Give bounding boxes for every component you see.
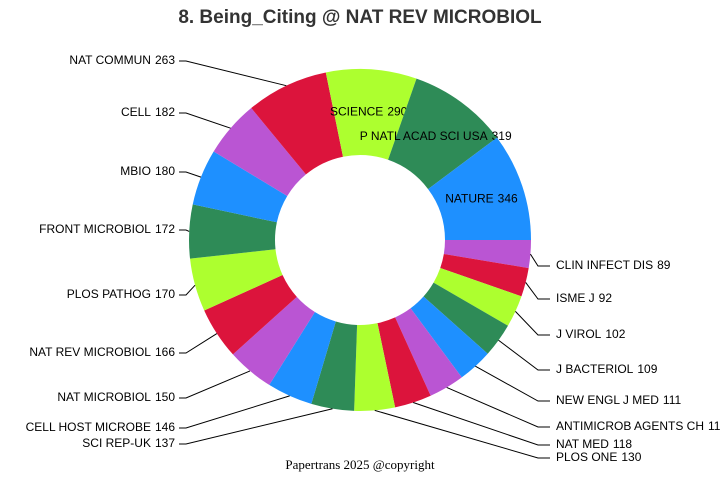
slice-name: J VIROL [556,327,602,341]
slice-name: FRONT MICROBIOL [39,222,151,236]
leader-line [374,409,550,459]
donut-slice [190,249,283,311]
slice-value: 346 [498,192,518,206]
donut-slice [189,204,277,259]
chart-title: 8. Being_Citing @ NAT REV MICROBIOL [178,7,542,28]
donut-slice [251,72,344,175]
slice-label: PLOS PATHOG 170 [67,287,176,301]
slice-name: CLIN INFECT DIS [556,258,653,272]
donut-slice [440,253,529,297]
slice-label: ISME J 92 [556,291,612,305]
donut-slice [443,240,531,269]
leader-line [475,365,550,402]
leader-line [179,395,290,429]
slice-name: PLOS PATHOG [67,287,151,301]
slice-name: MBIO [120,164,151,178]
donut-slice [192,151,288,223]
leader-line [446,386,550,428]
donut-slice [325,69,417,160]
slice-name: SCI REP-UK [82,436,151,450]
slice-value: 182 [155,105,175,119]
slice-name: NEW ENGL J MED [556,393,659,407]
leader-line [179,284,196,296]
slice-value: 89 [657,258,671,272]
footer: Papertrans 2025 @copyright [285,457,435,472]
slice-name: P NATL ACAD SCI USA [360,129,488,143]
leader-line [179,60,287,87]
slice-value: 109 [637,362,657,376]
donut-slice [204,275,297,355]
leader-line [413,402,550,446]
donut-slice [423,282,508,354]
slice-label: CLIN INFECT DIS 89 [556,258,671,272]
slice-value: 146 [155,420,175,434]
slice-value: 92 [599,291,613,305]
slice-value: 290 [387,104,407,118]
slice-value: 130 [621,450,641,464]
donut-slice [433,268,522,326]
slice-label: CELL HOST MICROBE 146 [26,420,176,434]
leader-line [525,282,550,300]
slice-value: 118 [613,437,632,451]
slice-name: NAT MICROBIOL [57,390,151,404]
slice-value: 111 [663,393,682,407]
slice-label: J VIROL 102 [556,327,626,341]
leader-line [515,311,550,336]
donut-slice [311,321,358,411]
donut-slice [213,108,306,197]
leader-line [498,339,550,371]
donut-slice [232,296,315,385]
donut-slice [395,308,462,396]
slice-value: 150 [155,390,175,404]
slice-value: 263 [155,53,175,67]
leader-line [179,171,202,178]
leader-line [179,333,218,354]
slice-name: NAT REV MICROBIOL [29,345,151,359]
slice-name: J BACTERIOL [556,362,634,376]
slice-value: 102 [605,327,625,341]
donut-slice [354,323,396,411]
donut-slice [428,137,531,240]
slice-name: NATURE [445,192,493,206]
leader-line [179,112,231,129]
slice-label: PLOS ONE 130 [556,450,642,464]
slice-label: NAT MED 118 [556,437,632,451]
slice-value: 172 [155,222,175,236]
slice-name: NAT MED [556,437,609,451]
donut-slice [410,296,488,378]
slice-name: PLOS ONE [556,450,617,464]
slice-value: 114 [708,419,720,433]
slice-label: ANTIMICROB AGENTS CH 114 [556,419,720,433]
slice-label: NAT MICROBIOL 150 [57,390,175,404]
leader-line [179,408,333,445]
slice-value: 180 [155,164,175,178]
leader-line [529,253,550,267]
slice-value: 166 [155,345,175,359]
donut-slice [377,317,431,408]
slice-label: CELL 182 [121,105,175,119]
slice-name: ISME J [556,291,595,305]
slice-label: FRONT MICROBIOL 172 [39,222,175,236]
slice-name: CELL [121,105,151,119]
slice-label: NAT COMMUN 263 [69,53,175,67]
slice-label: MBIO 180 [120,164,175,178]
slice-label: NATURE 346 [445,192,518,206]
slice-name: NAT COMMUN [69,53,151,67]
leader-line [179,370,251,399]
slice-value: 137 [155,436,175,450]
donut-slice [269,312,336,404]
slice-value: 170 [155,287,175,301]
leader-line [179,229,190,232]
slice-label: NAT REV MICROBIOL 166 [29,345,175,359]
slice-name: SCIENCE [330,104,383,118]
slice-name: ANTIMICROB AGENTS CH [556,419,704,433]
slice-label: J BACTERIOL 109 [556,362,658,376]
slice-label: SCIENCE 290 [330,104,408,118]
donut-slice [388,78,497,190]
slice-name: CELL HOST MICROBE [26,420,151,434]
slice-label: NEW ENGL J MED 111 [556,393,681,407]
slice-label: SCI REP-UK 137 [82,436,175,450]
